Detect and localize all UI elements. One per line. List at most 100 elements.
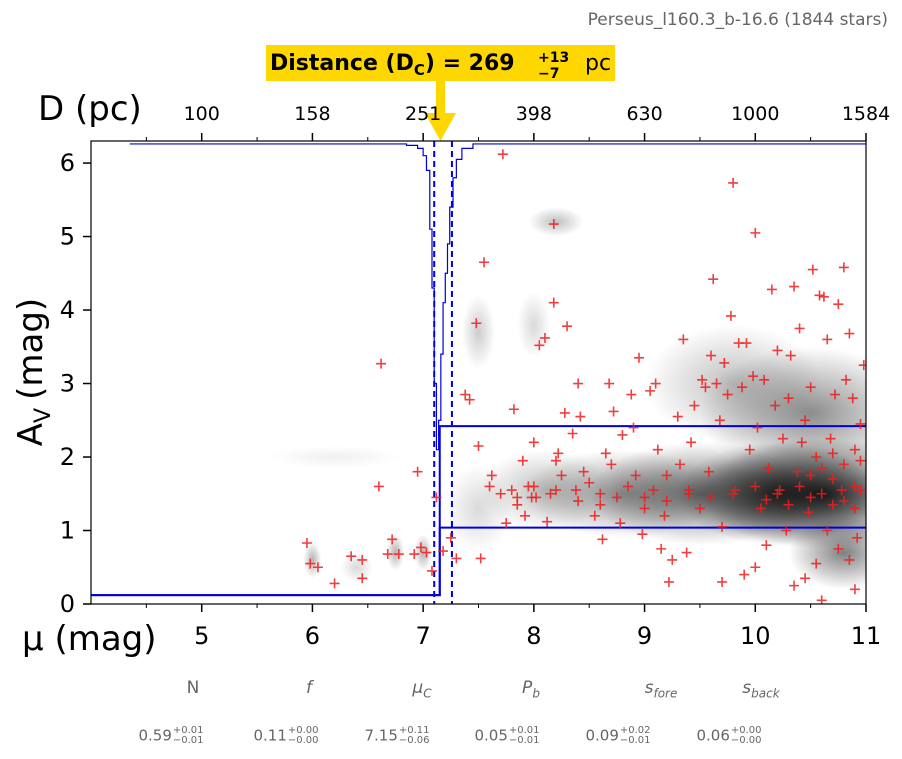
y-axis-label-unit: (mag)	[11, 298, 51, 400]
star-point	[827, 448, 838, 459]
x-tick-label: 6	[305, 622, 320, 650]
density-blob	[517, 291, 551, 358]
star-point	[672, 411, 683, 422]
star-point	[451, 553, 462, 564]
star-point	[415, 542, 426, 553]
star-point	[777, 433, 788, 444]
star-point	[811, 558, 822, 569]
star-point	[534, 340, 545, 351]
star-point	[305, 558, 316, 569]
star-point	[833, 299, 844, 310]
model-lines	[91, 141, 866, 604]
star-point	[717, 576, 728, 587]
star-point	[789, 281, 800, 292]
star-point	[382, 549, 393, 560]
star-point	[506, 485, 517, 496]
star-point	[783, 499, 794, 510]
distance-callout: Distance (DC) = 269 +13 −7 pc	[266, 45, 615, 141]
star-point	[301, 538, 312, 549]
star-point	[739, 569, 750, 580]
star-point	[800, 415, 811, 426]
star-point	[816, 463, 827, 474]
star-point	[357, 573, 368, 584]
star-point	[661, 470, 672, 481]
star-point	[528, 437, 539, 448]
star-point	[783, 393, 794, 404]
star-point	[849, 481, 860, 492]
star-point	[438, 546, 449, 557]
star-point	[431, 492, 442, 503]
distance-sub: C	[414, 61, 425, 79]
distance-callout-box	[266, 45, 615, 81]
star-point	[844, 328, 855, 339]
star-point	[852, 532, 863, 543]
star-point	[772, 488, 783, 499]
top-axis-label: D (pc)	[38, 89, 142, 129]
star-point	[838, 496, 849, 507]
star-point	[427, 565, 437, 576]
star-point	[517, 455, 528, 466]
star-point	[748, 371, 759, 382]
star-point	[761, 540, 772, 551]
star-point	[796, 437, 807, 448]
star-point	[421, 547, 432, 558]
y-axis-label-sub: V	[31, 408, 56, 423]
star-point	[628, 422, 639, 433]
density-blob	[461, 295, 496, 369]
star-point	[346, 551, 357, 562]
star-point	[844, 554, 855, 565]
star-point	[608, 406, 619, 417]
density-blob	[528, 207, 584, 237]
x-axis: 5 6 7 8 9 10 11	[145, 604, 882, 650]
star-point	[630, 470, 641, 481]
star-point	[827, 474, 838, 485]
star-point	[376, 358, 387, 369]
star-point	[312, 562, 323, 573]
star-point	[849, 444, 860, 455]
star-point	[714, 415, 725, 426]
star-point	[847, 393, 858, 404]
star-point	[617, 429, 628, 440]
x-tick-label: 11	[851, 622, 882, 650]
top-tick-label: 251	[405, 103, 441, 125]
star-point	[573, 378, 584, 389]
y-tick-label: 1	[60, 517, 75, 545]
star-point	[648, 485, 659, 496]
star-point	[495, 488, 506, 499]
x-tick-label: 5	[194, 622, 209, 650]
density-blob	[386, 534, 405, 571]
x-tick-label: 7	[416, 622, 431, 650]
density-map	[91, 141, 866, 604]
star-point	[573, 496, 584, 507]
x-axis-label: μ (mag)	[22, 619, 157, 659]
star-point	[562, 321, 573, 332]
star-point	[800, 573, 811, 584]
star-point	[575, 411, 586, 422]
y-tick-label: 0	[60, 590, 75, 618]
star-point	[750, 481, 761, 492]
star-point	[445, 532, 456, 543]
star-point	[750, 227, 761, 238]
star-point	[744, 444, 755, 455]
star-point	[373, 481, 384, 492]
star-point	[766, 284, 777, 295]
star-point	[479, 257, 490, 268]
star-point	[570, 485, 581, 496]
star-point	[584, 477, 595, 488]
star-points	[301, 149, 866, 604]
density-blob	[478, 449, 612, 531]
star-point	[770, 400, 781, 411]
star-point	[639, 492, 650, 503]
star-point	[700, 382, 711, 393]
distance-prefix: Distance (D	[270, 51, 414, 76]
star-point	[460, 389, 471, 400]
star-point	[789, 580, 800, 591]
star-point	[838, 262, 849, 273]
star-point	[836, 485, 847, 496]
star-point	[737, 382, 747, 393]
star-point	[841, 374, 852, 385]
star-point	[393, 549, 404, 560]
star-point	[578, 466, 589, 477]
star-point	[711, 378, 722, 389]
star-point	[741, 338, 752, 349]
